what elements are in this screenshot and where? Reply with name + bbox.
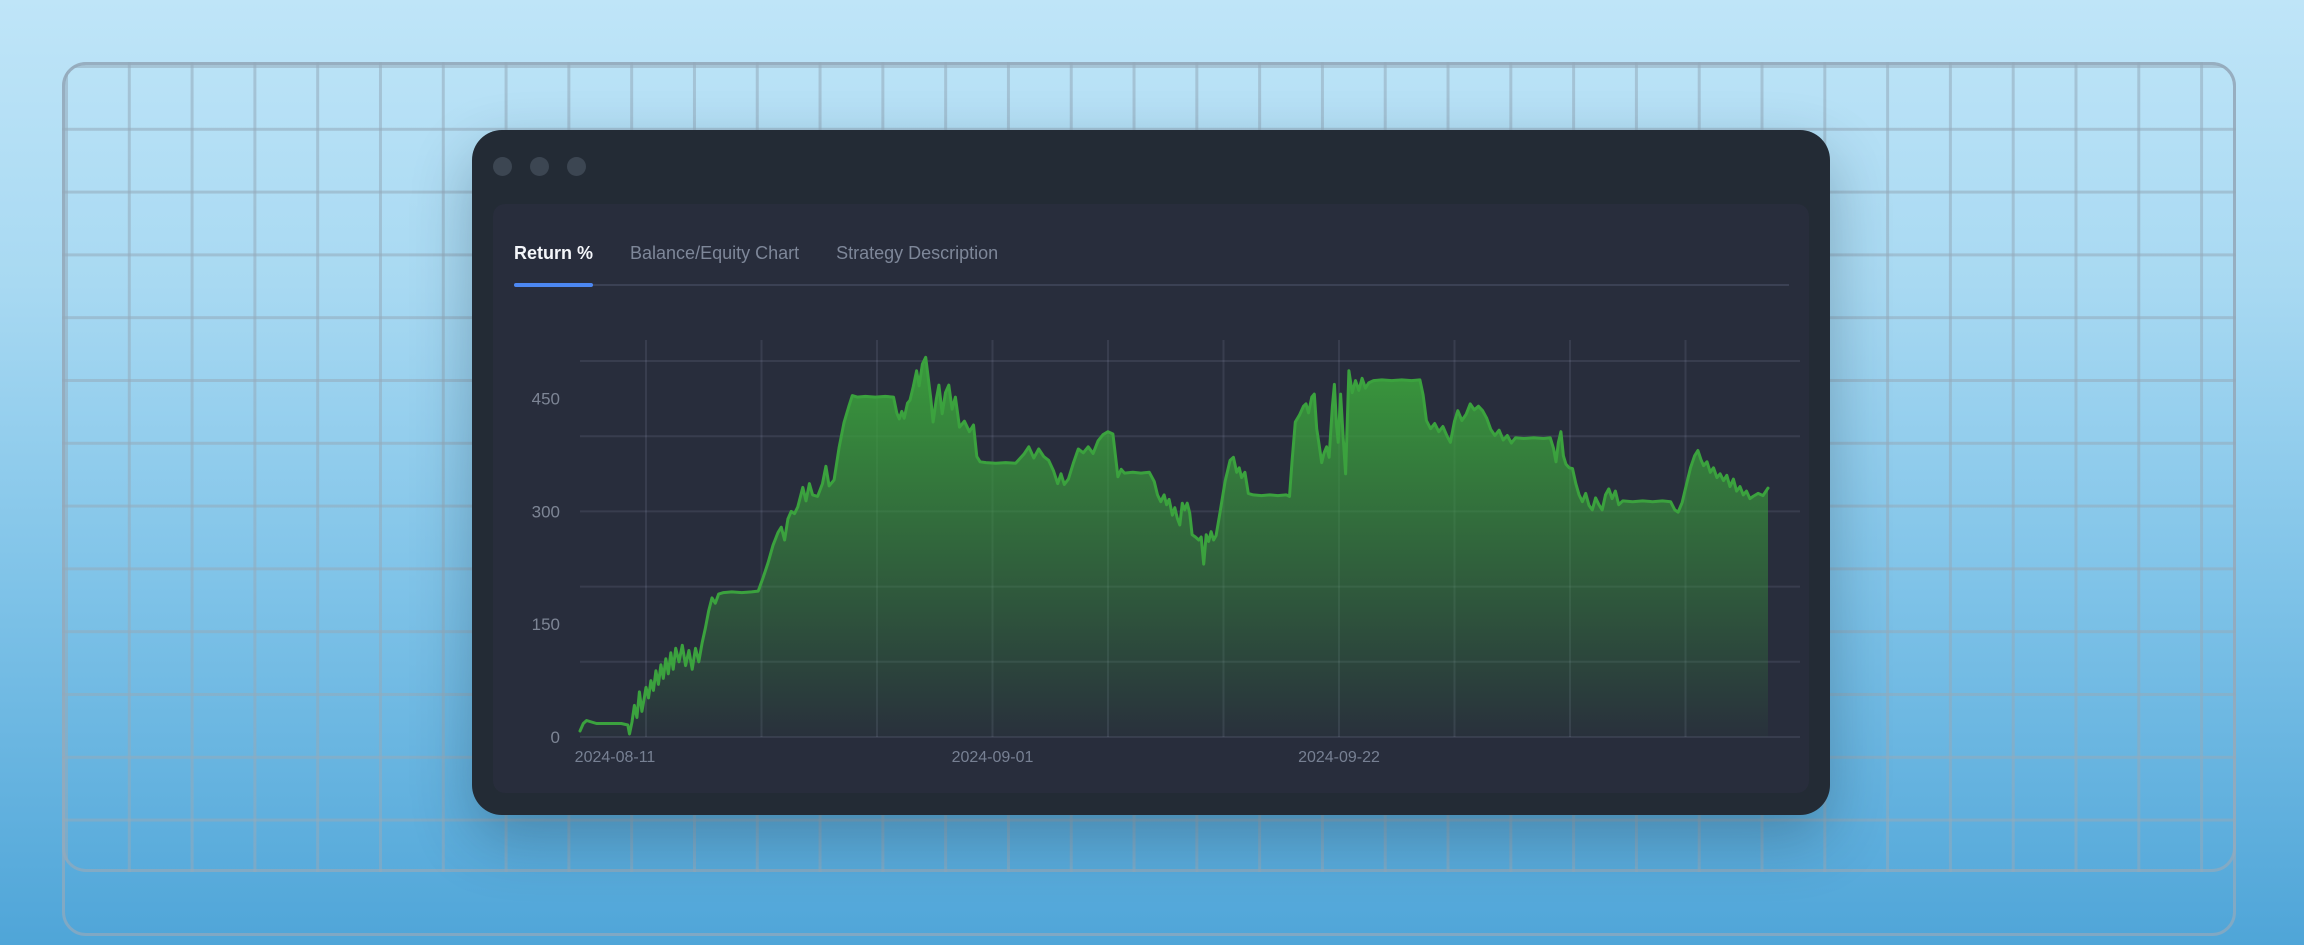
window-control-2-dot[interactable] <box>530 157 549 176</box>
tab-return-[interactable]: Return % <box>514 244 594 287</box>
tab-balance-equity-chart[interactable]: Balance/Equity Chart <box>630 244 799 284</box>
return-line <box>578 355 1770 736</box>
return-area-fill <box>580 357 1768 737</box>
tab-strategy-description[interactable]: Strategy Description <box>836 244 998 284</box>
stats-panel: Return % Balance/Equity Chart Strategy Des… <box>493 204 1809 793</box>
y-axis-label-0: 0 <box>551 728 560 747</box>
app-window: Return % Balance/Equity Chart Strategy Des… <box>472 130 1830 815</box>
y-axis-label-300: 300 <box>532 502 560 521</box>
window-control-1-dot[interactable] <box>493 157 512 176</box>
tab-bar: Return % Balance/Equity Chart Strategy Des… <box>514 244 1789 287</box>
chart-canvas[interactable]: 0 150 300 450 2024-08-11 2024-09-01 2024-09-22 <box>493 204 1809 793</box>
y-axis-label-450: 450 <box>532 390 560 409</box>
x-axis-label-2024-09-22: 2024-09-22 <box>1298 749 1380 766</box>
x-axis-label-2024-09-01: 2024-09-01 <box>952 749 1034 766</box>
x-axis-label-2024-08-11: 2024-08-11 <box>575 749 656 766</box>
y-axis-label-150: 150 <box>532 615 560 634</box>
window-controls <box>493 157 586 176</box>
window-control-3-dot[interactable] <box>567 157 586 176</box>
